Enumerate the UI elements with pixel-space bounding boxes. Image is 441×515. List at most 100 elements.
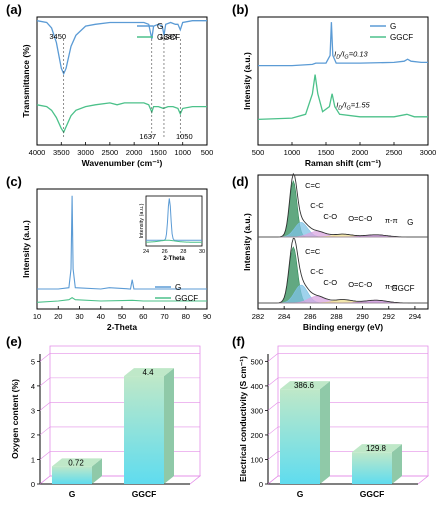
panel-e-category-label: G bbox=[69, 489, 76, 499]
panel-b-xtick-label: 2000 bbox=[352, 148, 369, 157]
panel-a-y-title: Transmittance (%) bbox=[21, 44, 31, 117]
panel-a-xtick-label: 2000 bbox=[126, 148, 143, 157]
panel-c-xrd: 10 20 30 40 50 60 70 80 90 2-Theta Intensity (a.u.… bbox=[21, 188, 211, 332]
panel-d-label-bottom: O=C-O bbox=[348, 280, 372, 289]
panel-e-y-title: Oxygen content (%) bbox=[10, 379, 20, 459]
panel-d-x-title: Binding energy (eV) bbox=[303, 322, 383, 332]
panel-c-x-title: 2-Theta bbox=[107, 322, 138, 332]
panel-d-label-top: O=C-O bbox=[348, 214, 372, 223]
panel-f-bar-top-GGCF bbox=[352, 444, 402, 453]
panel-d-GGCF-component-0 bbox=[258, 246, 428, 304]
panel-d-xtick-label: 294 bbox=[409, 312, 422, 321]
panel-label-a: (a) bbox=[6, 2, 22, 17]
panel-e-bar-value-label: 0.72 bbox=[68, 458, 84, 467]
panel-b-legend-label: G bbox=[390, 22, 396, 31]
panel-d-label-bottom: C-O bbox=[323, 278, 337, 287]
panel-b-frame bbox=[257, 16, 429, 146]
panel-a-annotation: 3450 bbox=[49, 32, 66, 41]
panel-label-e: (e) bbox=[6, 334, 22, 349]
panel-b-y-title: Intensity (a.u.) bbox=[242, 52, 252, 110]
panel-a-ftir: 4000 3500 3000 2500 2000 1500 1000 500 Wavenumbe… bbox=[21, 16, 214, 168]
panel-f-ytick-label: 400 bbox=[250, 382, 263, 391]
panel-e-gridline-diag bbox=[39, 451, 51, 460]
panel-c-legend-label: GGCF bbox=[175, 294, 198, 303]
panel-f-category-label: GGCF bbox=[360, 489, 385, 499]
panel-b-line-G bbox=[258, 22, 428, 67]
panel-f-ytick-label: 100 bbox=[250, 455, 263, 464]
panel-b-xtick-label: 1000 bbox=[284, 148, 301, 157]
panel-label-c: (c) bbox=[6, 174, 22, 189]
panel-e-bar-value-label: 4.4 bbox=[142, 368, 154, 377]
panel-e-gridline-diag bbox=[39, 426, 51, 436]
panel-d-label-top: π-π bbox=[385, 216, 398, 225]
panel-b-xtick-label: 2500 bbox=[386, 148, 403, 157]
panel-e-bar-front-G bbox=[52, 466, 92, 484]
panel-f-ytick-label: 200 bbox=[250, 431, 263, 440]
panel-a-xtick-label: 4000 bbox=[29, 148, 46, 157]
panel-f-gridline-diag bbox=[267, 451, 279, 460]
panel-f-bar-side-G bbox=[320, 381, 330, 484]
panel-a-annotation: 1637 bbox=[139, 132, 156, 141]
panel-label-b: (b) bbox=[232, 2, 249, 17]
panel-f-y-title: Electrical conductivity (S cm⁻¹) bbox=[238, 356, 248, 482]
panel-c-inset-frame bbox=[145, 195, 203, 247]
panel-b-xtick-label: 3000 bbox=[420, 148, 437, 157]
panel-e-ytick-label: 1 bbox=[31, 455, 35, 464]
panel-e-ytick-label: 0 bbox=[31, 480, 35, 489]
panel-a-line-G bbox=[36, 20, 207, 76]
panel-e-bar-top-GGCF bbox=[124, 368, 174, 377]
panel-a-xtick-label: 3000 bbox=[77, 148, 94, 157]
panel-d-frame bbox=[257, 174, 429, 310]
panel-d-y-title: Intensity (a.u.) bbox=[242, 213, 252, 271]
panel-c-inset-xtick-label: 26 bbox=[162, 249, 168, 255]
panel-e-bar-side-GGCF bbox=[164, 368, 174, 484]
panel-b-line-GGCF bbox=[257, 74, 428, 121]
panel-c-xtick-label: 70 bbox=[160, 312, 168, 321]
panel-f-gridline-diag bbox=[267, 353, 279, 362]
panel-d-xtick-label: 290 bbox=[356, 312, 369, 321]
panel-f-gridline-diag bbox=[267, 377, 279, 387]
panel-d-label-top: C=C bbox=[305, 181, 321, 190]
panel-e-gridline-diag bbox=[39, 353, 51, 362]
panel-d-label-bottom: π-π bbox=[385, 282, 398, 291]
panel-b-ratio-GGCF: ID/IG=1.55 bbox=[336, 101, 370, 112]
panel-a-frame bbox=[36, 16, 208, 146]
panel-d-GGCF-envelope bbox=[258, 237, 428, 304]
panel-c-legend-label: G bbox=[175, 283, 181, 292]
panel-b-x-title: Raman shift (cm⁻¹) bbox=[305, 158, 381, 168]
panel-d-label-top: C-O bbox=[323, 212, 337, 221]
panel-b-xtick-label: 1500 bbox=[318, 148, 335, 157]
panel-f-bar-front-GGCF bbox=[352, 452, 392, 484]
panel-e-gridline-diag bbox=[39, 475, 51, 485]
panel-e-ytick-label: 3 bbox=[31, 406, 35, 415]
panel-d-label-bottom: C-C bbox=[310, 267, 324, 276]
panel-a-line-GGCF bbox=[36, 102, 207, 134]
panel-c-inset-x-title: 2-Theta bbox=[163, 256, 185, 262]
panel-e-oxygen-bars: 0 1 2 3 4 5 Oxygen content (%) 0.72 G 4.4 GGCF bbox=[10, 345, 202, 499]
panel-d-G-envelope bbox=[258, 172, 428, 238]
panel-e-ytick-label: 2 bbox=[31, 431, 35, 440]
panel-a-xtick-label: 1500 bbox=[150, 148, 167, 157]
panel-f-bar-value-label: 386.6 bbox=[294, 381, 315, 390]
panel-d-label-bottom: C=C bbox=[305, 247, 321, 256]
panel-a-xtick-label: 500 bbox=[201, 148, 214, 157]
panel-c-inset-xtick-label: 30 bbox=[199, 249, 205, 255]
panel-b-legend-label: GGCF bbox=[390, 33, 413, 42]
panel-d-G-component-0 bbox=[258, 180, 428, 238]
panel-d-sample-G: G bbox=[407, 218, 413, 227]
panel-c-line-GGCF bbox=[36, 297, 207, 303]
panel-b-raman: 500 1000 1500 2000 2500 3000 Raman shift (cm⁻¹… bbox=[242, 16, 437, 168]
panel-e-category-label: GGCF bbox=[132, 489, 157, 499]
panel-d-xtick-label: 288 bbox=[330, 312, 343, 321]
panel-c-inset-line-G bbox=[146, 198, 202, 241]
panel-d-xtick-label: 282 bbox=[252, 312, 265, 321]
panel-e-gridline-diag bbox=[39, 377, 51, 387]
panel-f-bar-top-G bbox=[280, 381, 330, 390]
panel-d-label-top: C-C bbox=[310, 201, 324, 210]
panel-e-bar-front-GGCF bbox=[124, 376, 164, 484]
panel-c-inset-xtick-label: 24 bbox=[143, 249, 149, 255]
panel-f-bar-side-GGCF bbox=[392, 444, 402, 484]
panel-e-ytick-label: 4 bbox=[31, 382, 35, 391]
panel-label-f: (f) bbox=[232, 334, 245, 349]
